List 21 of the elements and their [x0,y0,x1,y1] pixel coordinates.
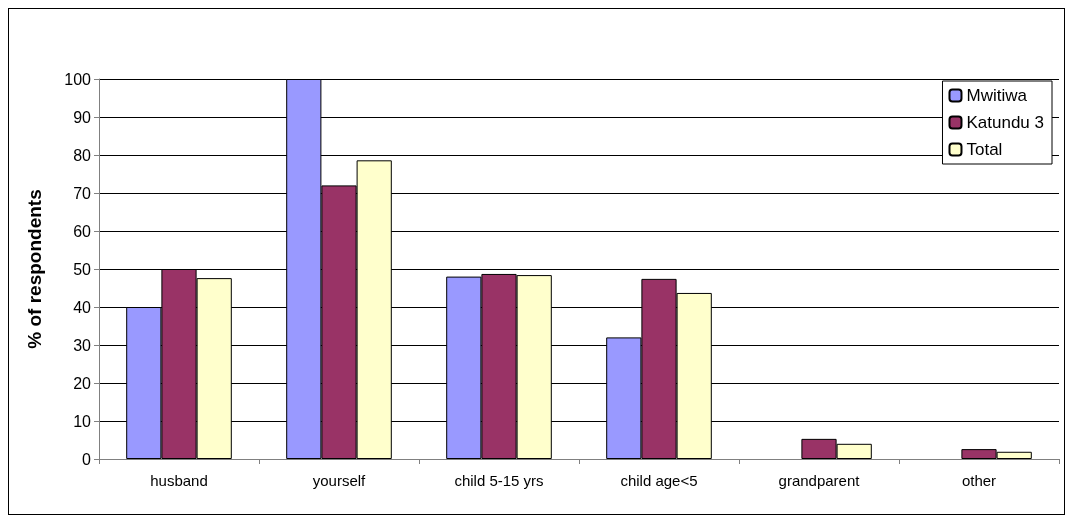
y-tick-label: 30 [73,336,92,354]
y-tick-label: 20 [73,374,92,392]
y-tick-label: 60 [73,222,92,240]
x-tick-label: yourself [312,472,367,489]
y-tick-label: 50 [73,260,92,278]
legend-label: Mwitiwa [966,86,1028,105]
y-tick-label: 70 [73,184,92,202]
y-tick-label: 80 [73,146,92,164]
y-axis-title: % of respondents [24,189,45,349]
x-tick-label: child 5-15 yrs [454,472,544,489]
x-tick-label: husband [150,472,208,489]
x-tick-label: grandparent [778,472,861,489]
y-tick-label: 40 [73,298,92,316]
legend-label: Total [966,140,1003,159]
x-tick-label: other [961,472,997,489]
y-tick-label: 90 [73,108,92,126]
y-tick-label: 10 [73,412,92,430]
y-tick-label: 100 [64,70,92,88]
legend-label: Katundu 3 [966,113,1044,132]
x-tick-label: child age<5 [620,472,698,489]
y-tick-label: 0 [82,450,92,468]
